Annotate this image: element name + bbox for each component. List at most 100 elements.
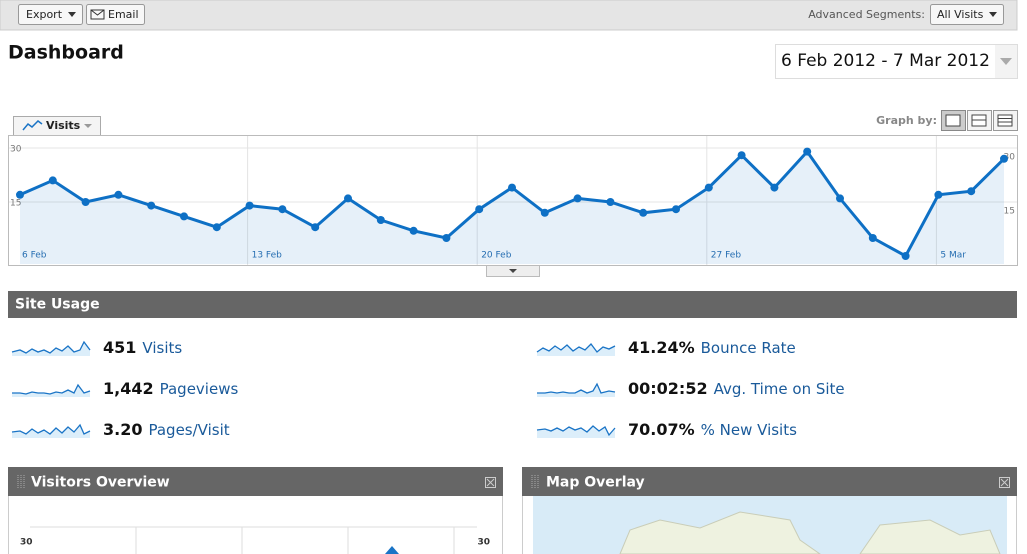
collapse-handle[interactable] (486, 265, 540, 277)
sparkline (11, 340, 91, 356)
x-tick-label: 13 Feb (252, 251, 283, 261)
x-tick-label: 20 Feb (481, 251, 512, 261)
point[interactable] (836, 194, 844, 203)
point[interactable] (672, 205, 680, 214)
point[interactable] (409, 226, 418, 235)
segments-value: All Visits (937, 8, 984, 21)
metric: 41.24% Bounce Rate (628, 338, 796, 357)
point[interactable] (1000, 154, 1008, 163)
x-tick-label: 6 Feb (22, 251, 47, 261)
point[interactable] (737, 151, 746, 160)
point[interactable] (442, 234, 451, 242)
x-tick-label: 27 Feb (711, 251, 742, 261)
segments-label: Advanced Segments: (808, 8, 925, 21)
point[interactable] (147, 201, 156, 210)
segments-dropdown[interactable]: All Visits (930, 4, 1004, 25)
email-button[interactable]: Email (86, 4, 145, 25)
close-icon[interactable] (999, 477, 1010, 488)
point[interactable] (212, 223, 221, 232)
sparkline-line (11, 340, 91, 354)
sparkline-line (537, 382, 616, 394)
sparkline-line (536, 343, 616, 353)
point[interactable] (606, 198, 615, 206)
metric: 1,442 Pageviews (103, 379, 238, 398)
sparkline-area (537, 344, 615, 356)
point[interactable] (508, 183, 516, 192)
toolbar (0, 0, 1018, 31)
y-tick-label: 30 (20, 538, 33, 548)
graph-by-month[interactable] (993, 110, 1018, 131)
graph-by-day[interactable] (941, 110, 966, 131)
point[interactable] (180, 212, 188, 221)
point[interactable] (81, 198, 90, 206)
point[interactable] (868, 234, 877, 242)
y-tick-label: 30 (10, 145, 22, 155)
tab-label: Visits (46, 119, 81, 132)
point[interactable] (475, 205, 484, 214)
metric-value: 00:02:52 (628, 379, 708, 398)
sparkline-area (537, 384, 615, 397)
point[interactable] (311, 223, 320, 232)
graph-by-week[interactable] (967, 110, 992, 131)
page-title: Dashboard (8, 42, 124, 64)
visits-tab[interactable]: Visits (13, 116, 101, 136)
point[interactable] (540, 208, 549, 217)
metric: 451 Visits (103, 338, 182, 357)
point[interactable] (803, 147, 812, 156)
point[interactable] (344, 194, 352, 203)
metric-label[interactable]: % New Visits (701, 421, 797, 439)
metric-label[interactable]: Avg. Time on Site (714, 380, 845, 398)
close-icon[interactable] (485, 477, 496, 488)
metrics: 451 Visits 1,442 Pageviews 3.20 Pages/Visit 41… (11, 338, 845, 439)
sparkline (536, 343, 616, 356)
metric: 00:02:52 Avg. Time on Site (628, 379, 845, 398)
metric-value: 3.20 (103, 420, 142, 439)
date-range: 6 Feb 2012 - 7 Mar 2012 (781, 51, 990, 71)
point[interactable] (48, 176, 57, 185)
export-label: Export (26, 8, 63, 21)
sparkline-line (536, 425, 616, 437)
panel-title: Visitors Overview (31, 475, 170, 491)
y-tick-label: 30 (1004, 153, 1016, 163)
metric-label[interactable]: Pageviews (160, 380, 239, 398)
metric-label[interactable]: Bounce Rate (701, 339, 796, 357)
x-tick-label: 5 Mar (940, 251, 966, 261)
sparkline (12, 383, 91, 397)
point[interactable] (901, 252, 910, 260)
visits-chart: 15 15 30 30 6 Feb 13 Feb 20 Feb 27 Feb 5 Mar (8, 135, 1018, 266)
sparkline (537, 382, 616, 397)
point[interactable] (376, 216, 385, 224)
panel-title: Map Overlay (546, 475, 645, 491)
point[interactable] (639, 208, 648, 217)
point[interactable] (114, 190, 123, 199)
y-tick-label: 30 (477, 538, 490, 548)
metric-label[interactable]: Pages/Visit (148, 421, 229, 439)
point[interactable] (16, 190, 24, 199)
sparkline-area (537, 426, 615, 438)
metric-value: 41.24% (628, 338, 695, 357)
point[interactable] (967, 187, 976, 196)
sparkline-line (12, 383, 91, 395)
metric-value: 1,442 (103, 379, 154, 398)
export-button[interactable]: Export (18, 4, 83, 25)
point[interactable] (245, 201, 254, 210)
point[interactable] (704, 183, 713, 192)
area (20, 151, 1004, 264)
metric-value: 70.07% (628, 420, 695, 439)
point[interactable] (573, 194, 582, 203)
sparkline-area (12, 425, 90, 438)
date-picker[interactable]: 6 Feb 2012 - 7 Mar 2012 (775, 44, 1018, 79)
point[interactable] (278, 205, 287, 214)
metric: 3.20 Pages/Visit (103, 420, 230, 439)
site-usage-header (8, 291, 1017, 318)
point[interactable] (934, 190, 943, 199)
site-usage-title: Site Usage (15, 297, 100, 313)
sparkline-line (11, 423, 91, 435)
y-tick-label: 15 (10, 199, 21, 209)
graph-by-label: Graph by: (876, 114, 937, 127)
visitors-overview-panel: Visitors Overview 30 30 (8, 467, 503, 554)
metric-label[interactable]: Visits (142, 339, 182, 357)
point[interactable] (770, 183, 779, 192)
email-label: Email (108, 8, 139, 21)
